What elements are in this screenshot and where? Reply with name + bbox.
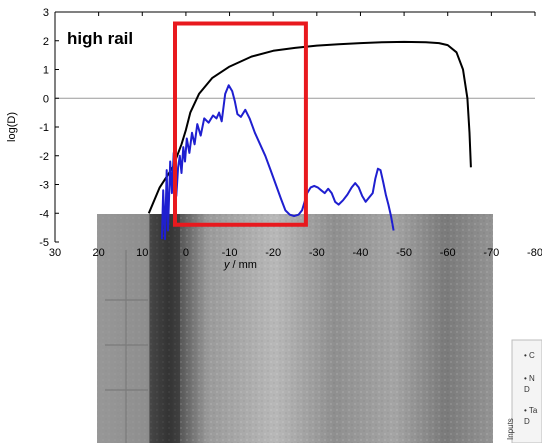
x-tick-label: 0 [183, 247, 189, 259]
y-tick-label: -2 [39, 151, 49, 163]
highlight-box [173, 21, 308, 227]
y-axis-label: log(D) [6, 112, 18, 142]
y-tick-label: 3 [43, 7, 49, 19]
rail-photo [97, 214, 493, 443]
y-tick-label: -4 [39, 208, 49, 220]
x-tick-label: -30 [309, 247, 325, 259]
x-tick-label: -70 [483, 247, 499, 259]
y-tick-label: 1 [43, 65, 49, 77]
x-tick-label: -40 [353, 247, 369, 259]
x-tick-label: -20 [265, 247, 281, 259]
x-tick-label: 30 [49, 247, 61, 259]
x-tick-label: -80 [527, 247, 542, 259]
inputs-bullet: • C [524, 351, 535, 360]
y-tick-label: -5 [39, 237, 49, 249]
inputs-side-label: Inputs [506, 418, 515, 440]
inputs-bullet: D [524, 385, 530, 394]
y-tick-label: 2 [43, 36, 49, 48]
series-line-blue [160, 84, 395, 241]
x-tick-label: 20 [93, 247, 105, 259]
x-tick-label: -50 [396, 247, 412, 259]
x-tick-label: 10 [136, 247, 148, 259]
y-tick-label: 0 [43, 93, 49, 105]
y-tick-label: -3 [39, 180, 49, 192]
x-tick-label: -10 [222, 247, 238, 259]
inputs-bullet: • Ta [524, 406, 538, 415]
inputs-bullet: • N [524, 374, 535, 383]
x-tick-label: -60 [440, 247, 456, 259]
y-tick-label: -1 [39, 122, 49, 134]
series-line-black [147, 40, 472, 214]
inputs-bullet: D [524, 417, 530, 426]
inputs-panel: Inputs • C • N D • Ta D [506, 339, 542, 443]
x-axis-label: y / mm [223, 259, 257, 271]
plot-title: high rail [67, 29, 133, 48]
